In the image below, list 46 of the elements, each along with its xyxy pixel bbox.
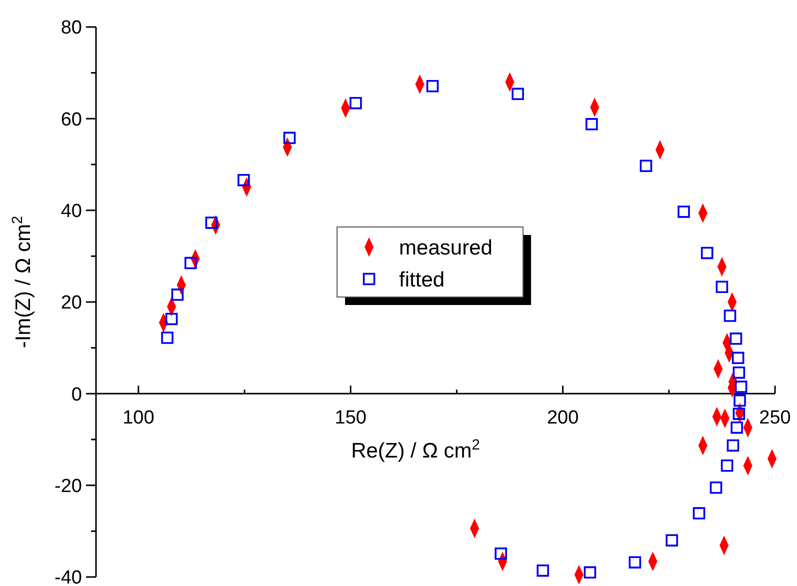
x-tick-label: 200 (546, 408, 579, 429)
y-tick-label: -20 (54, 476, 82, 497)
point (283, 132, 296, 144)
point (730, 421, 743, 434)
y-tick-label: 60 (60, 109, 82, 130)
legend-label: measured (399, 236, 492, 260)
point (692, 507, 706, 520)
y-tick-label: 40 (60, 200, 82, 222)
y-tick-label: 80 (60, 18, 82, 39)
point (734, 394, 746, 407)
point (184, 256, 197, 270)
point (512, 88, 524, 100)
point (165, 312, 178, 326)
point (666, 534, 678, 546)
point (732, 366, 746, 379)
point (732, 408, 746, 420)
x-axis-title: Re(Z) / Ω cm$^{2}$ (351, 438, 480, 463)
x-tick-label: 150 (334, 408, 366, 429)
point (730, 332, 742, 345)
point (734, 380, 748, 393)
x-tick-label: 250 (759, 408, 791, 429)
point (678, 206, 690, 218)
point (536, 564, 550, 577)
point (494, 547, 507, 560)
y-tick-label: -40 (54, 568, 82, 586)
point (586, 118, 598, 130)
point (426, 80, 439, 92)
point (584, 566, 596, 579)
point (716, 280, 728, 294)
point (732, 352, 744, 364)
point (720, 459, 734, 472)
y-tick-label: 20 (60, 292, 82, 314)
point (710, 481, 722, 494)
point (205, 216, 218, 229)
point (350, 96, 362, 110)
x-tick-label: 100 (122, 408, 154, 429)
legend-label: fitted (399, 268, 445, 292)
point (171, 288, 184, 301)
point (726, 439, 740, 452)
point (700, 246, 714, 260)
y-tick-label: 0 (71, 384, 82, 406)
point (238, 174, 250, 186)
point (161, 332, 174, 344)
point (724, 310, 736, 322)
point (628, 556, 642, 568)
point (640, 160, 652, 172)
